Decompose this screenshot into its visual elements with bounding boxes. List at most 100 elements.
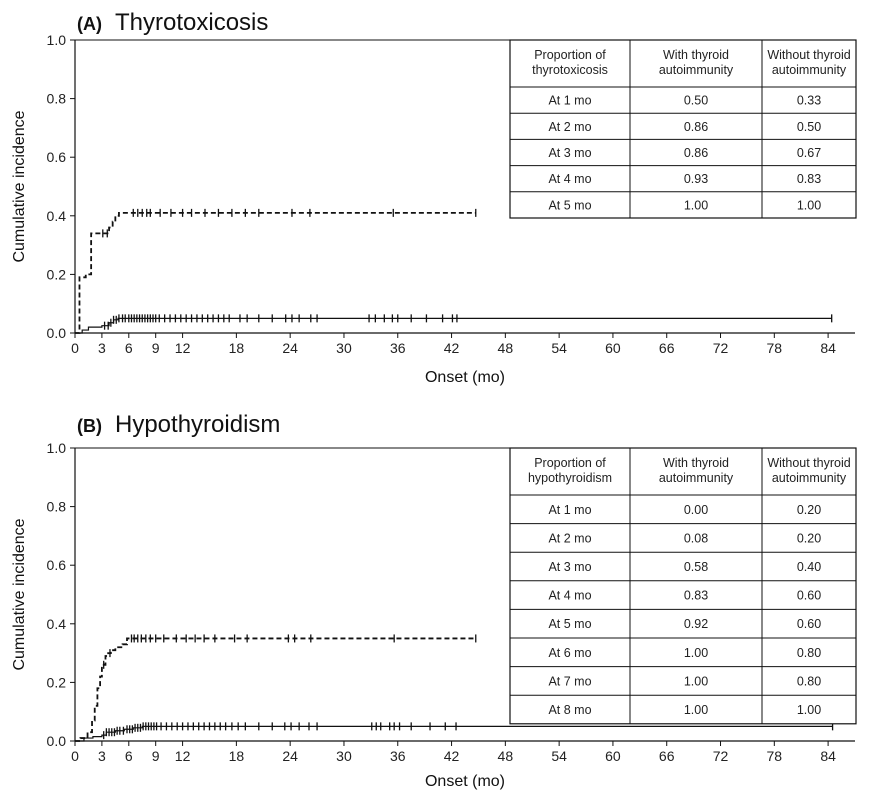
x-tick-label: 84 [820,748,836,764]
table-cell: 1.00 [797,703,821,717]
table-cell: 0.83 [797,172,821,186]
table-cell: 0.40 [797,560,821,574]
table-header-cell: Without thyroid autoimmunity [767,48,850,77]
x-tick-label: 84 [820,340,836,356]
x-tick-label: 30 [336,748,352,764]
y-tick-label: 0.6 [47,149,67,165]
x-tick-label: 6 [125,340,133,356]
table-cell: 1.00 [684,646,708,660]
table-cell: 1.00 [797,198,821,212]
table-cell: 0.93 [684,172,708,186]
km-curve-solid [75,726,833,741]
table-cell: 1.00 [684,703,708,717]
table-cell: At 2 mo [548,531,591,545]
panel-title: Hypothyroidism [115,411,280,438]
table-cell: At 8 mo [548,703,591,717]
x-tick-label: 72 [713,340,729,356]
panel-letter: (A) [77,14,102,34]
x-tick-label: 24 [282,340,298,356]
y-tick-label: 0.2 [47,674,67,690]
table-cell: 0.08 [684,531,708,545]
table-cell: 0.60 [797,589,821,603]
x-tick-label: 36 [390,748,406,764]
x-tick-label: 72 [713,748,729,764]
table-cell: At 4 mo [548,589,591,603]
y-tick-label: 0.4 [47,208,67,224]
x-tick-label: 36 [390,340,406,356]
x-tick-label: 66 [659,748,675,764]
y-axis-title: Cumulative incidence [11,110,28,262]
table-cell: 0.67 [797,146,821,160]
x-tick-label: 48 [498,340,514,356]
y-tick-label: 0.2 [47,266,67,282]
table-cell: At 2 mo [548,120,591,134]
x-tick-label: 0 [71,748,79,764]
y-tick-label: 0.6 [47,557,67,573]
table-cell: At 1 mo [548,503,591,517]
table-cell: 0.58 [684,560,708,574]
table-cell: 0.80 [797,674,821,688]
x-tick-label: 42 [444,748,460,764]
x-tick-label: 30 [336,340,352,356]
x-tick-label: 12 [175,748,191,764]
y-tick-label: 0.0 [47,325,67,341]
x-tick-label: 54 [551,748,567,764]
x-tick-label: 18 [229,748,245,764]
table-cell: 0.60 [797,617,821,631]
x-tick-label: 18 [229,340,245,356]
x-tick-label: 66 [659,340,675,356]
x-tick-label: 12 [175,340,191,356]
x-tick-label: 3 [98,748,106,764]
table-cell: At 5 mo [548,198,591,212]
table-header-cell: Proportion of hypothyroidism [528,456,612,485]
table-cell: At 5 mo [548,617,591,631]
x-tick-label: 60 [605,748,621,764]
y-tick-label: 0.8 [47,499,67,515]
x-tick-label: 42 [444,340,460,356]
y-tick-label: 0.4 [47,616,67,632]
x-tick-label: 54 [551,340,567,356]
table-cell: 0.83 [684,589,708,603]
table-cell: 0.50 [797,120,821,134]
x-tick-label: 9 [152,748,160,764]
x-tick-label: 24 [282,748,298,764]
x-tick-label: 6 [125,748,133,764]
x-tick-label: 78 [767,748,783,764]
table-cell: 0.50 [684,94,708,108]
y-tick-label: 0.0 [47,733,67,749]
table-cell: At 3 mo [548,146,591,160]
table-cell: 0.86 [684,120,708,134]
y-tick-label: 1.0 [47,32,67,48]
panel-title: Thyrotoxicosis [115,9,268,36]
table-cell: 0.33 [797,94,821,108]
table-cell: 0.92 [684,617,708,631]
table-cell: At 6 mo [548,646,591,660]
table-header-cell: Proportion of thyrotoxicosis [532,48,608,77]
x-tick-label: 78 [767,340,783,356]
table-header-cell: With thyroid autoimmunity [659,48,734,77]
x-tick-label: 60 [605,340,621,356]
x-axis-title: Onset (mo) [425,369,505,386]
table-cell: 1.00 [684,198,708,212]
table-cell: At 3 mo [548,560,591,574]
x-tick-label: 9 [152,340,160,356]
y-tick-label: 1.0 [47,440,67,456]
table-header-cell: With thyroid autoimmunity [659,456,734,485]
table-cell: 0.80 [797,646,821,660]
y-tick-label: 0.8 [47,91,67,107]
table-cell: At 1 mo [548,94,591,108]
table-cell: 0.00 [684,503,708,517]
km-curve-solid [75,318,832,333]
km-curve-dashed [75,213,476,333]
x-tick-label: 48 [498,748,514,764]
y-axis-title: Cumulative incidence [11,518,28,670]
panel-letter: (B) [77,416,102,436]
table-cell: 0.20 [797,531,821,545]
table-cell: 1.00 [684,674,708,688]
proportion-table: Proportion of hypothyroidism With thyroid a… [510,448,856,724]
x-axis-title: Onset (mo) [425,773,505,790]
table-cell: 0.86 [684,146,708,160]
